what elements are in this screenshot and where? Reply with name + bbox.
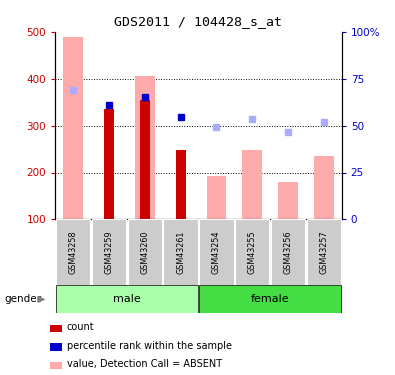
Text: GSM43256: GSM43256 — [284, 230, 292, 274]
Text: gender: gender — [4, 294, 41, 304]
Text: GSM43257: GSM43257 — [319, 230, 328, 274]
Bar — [164, 219, 198, 285]
Text: GSM43260: GSM43260 — [140, 231, 149, 274]
Bar — [243, 150, 262, 219]
Text: GSM43261: GSM43261 — [176, 231, 185, 274]
Text: ▶: ▶ — [38, 294, 45, 304]
Bar — [278, 182, 298, 219]
Text: GSM43259: GSM43259 — [105, 230, 113, 274]
Bar — [199, 219, 233, 285]
Bar — [135, 76, 154, 219]
Bar — [56, 219, 90, 285]
Text: GSM43258: GSM43258 — [69, 230, 78, 274]
Bar — [56, 285, 198, 313]
Bar — [175, 150, 186, 219]
Text: value, Detection Call = ABSENT: value, Detection Call = ABSENT — [66, 359, 222, 369]
Bar — [63, 37, 83, 219]
Bar — [207, 176, 226, 219]
Text: percentile rank within the sample: percentile rank within the sample — [66, 341, 231, 351]
Title: GDS2011 / 104428_s_at: GDS2011 / 104428_s_at — [115, 15, 282, 28]
Bar — [271, 219, 305, 285]
Bar — [104, 109, 114, 219]
Bar — [140, 100, 150, 219]
Bar — [50, 324, 62, 332]
Bar — [235, 219, 269, 285]
Text: GSM43255: GSM43255 — [248, 230, 257, 274]
Text: male: male — [113, 294, 141, 304]
Text: count: count — [66, 322, 94, 332]
Bar — [50, 343, 62, 351]
Bar — [128, 219, 162, 285]
Bar — [307, 219, 341, 285]
Text: female: female — [251, 294, 290, 304]
Bar — [199, 285, 341, 313]
Bar — [92, 219, 126, 285]
Bar — [50, 362, 62, 369]
Text: GSM43254: GSM43254 — [212, 230, 221, 274]
Bar — [314, 156, 334, 219]
